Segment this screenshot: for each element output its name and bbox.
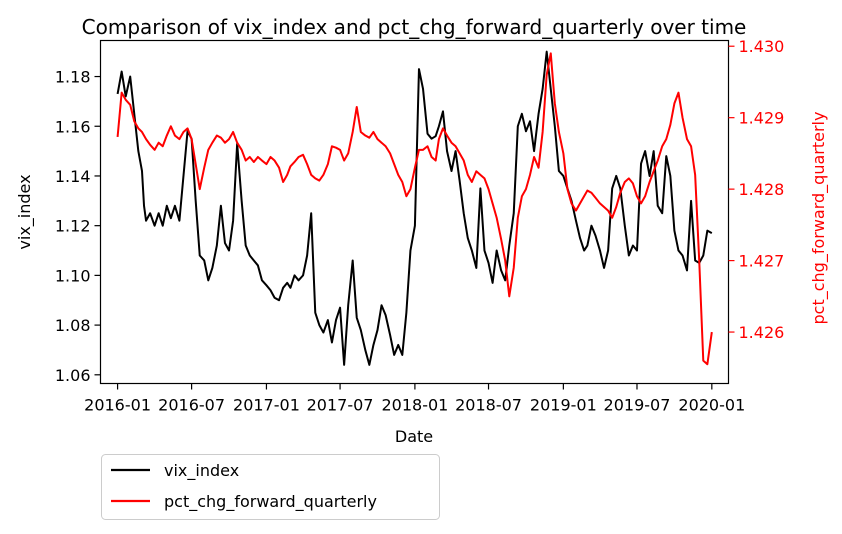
y-axis-left: 1.06 1.08 1.10 1.12 1.14 1.16 1.18: [55, 68, 101, 385]
y-right-tick-label: 1.426: [739, 323, 785, 342]
x-tick-label: 2019-07: [604, 396, 671, 415]
y-left-tick-label: 1.08: [55, 316, 91, 335]
y-left-tick-label: 1.06: [55, 366, 91, 385]
y-right-tick-label: 1.429: [739, 109, 785, 128]
x-tick-label: 2020-01: [678, 396, 745, 415]
x-tick-label: 2016-07: [158, 396, 225, 415]
plot-area: [99, 39, 730, 385]
legend-label-vix-index: vix_index: [164, 461, 239, 481]
x-axis: 2016-01 2016-07 2017-01 2017-07 2018-01 2018-…: [84, 383, 745, 415]
y-right-tick-label: 1.427: [739, 252, 785, 271]
y-left-tick-label: 1.16: [55, 117, 91, 136]
y-right-tick-label: 1.428: [739, 180, 785, 199]
x-axis-label: Date: [395, 427, 433, 446]
y-left-tick-label: 1.14: [55, 167, 91, 186]
y-axis-left-label: vix_index: [15, 174, 35, 249]
y-left-tick-label: 1.12: [55, 217, 91, 236]
y-axis-right: 1.426 1.427 1.428 1.429 1.430: [728, 37, 785, 342]
x-tick-label: 2019-01: [530, 396, 597, 415]
legend-label-pct-chg: pct_chg_forward_quarterly: [164, 492, 377, 512]
series-group: [116, 50, 713, 366]
x-tick-label: 2018-01: [381, 396, 448, 415]
series-line-pct-chg-forward-quarterly: [116, 52, 713, 366]
y-axis-right-label: pct_chg_forward_quarterly: [809, 112, 829, 325]
chart-title: Comparison of vix_index and pct_chg_forw…: [82, 15, 747, 39]
y-left-tick-label: 1.10: [55, 266, 91, 285]
x-tick-label: 2016-01: [84, 396, 151, 415]
legend: vix_index pct_chg_forward_quarterly: [101, 454, 440, 520]
y-left-tick-label: 1.18: [55, 68, 91, 87]
y-right-tick-label: 1.430: [739, 37, 785, 56]
series-line-vix-index: [116, 50, 713, 366]
x-tick-label: 2018-07: [455, 396, 522, 415]
x-tick-label: 2017-07: [307, 396, 374, 415]
legend-box: [101, 454, 440, 520]
x-tick-label: 2017-01: [233, 396, 300, 415]
